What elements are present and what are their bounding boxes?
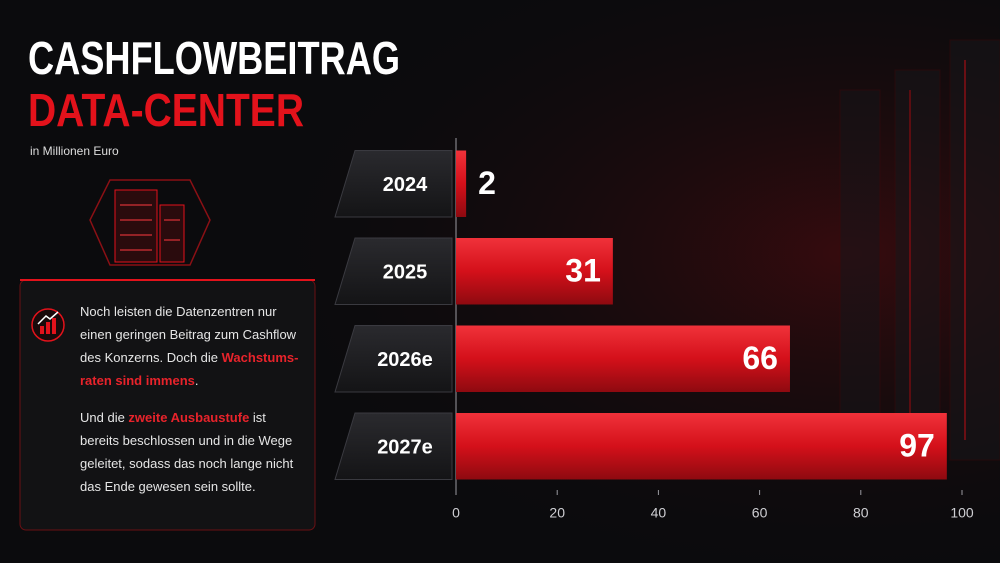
bar — [456, 325, 790, 392]
y-tick-label: 2025 — [383, 262, 428, 284]
note-text-part: ist bereits beschlossen und in die Wege … — [80, 410, 294, 494]
value-label: 31 — [565, 253, 601, 289]
chart-subtitle: in Millionen Euro — [30, 144, 119, 158]
note-highlight: zweite Ausbaustufe — [128, 410, 250, 425]
value-label: 2 — [478, 165, 496, 201]
x-tick-label: 80 — [853, 505, 869, 521]
note-text-part: Und die — [80, 410, 129, 425]
category-box — [334, 237, 453, 305]
note-paragraph: Und die zweite Ausbaustufe ist bereits b… — [80, 406, 308, 498]
growth-icon — [31, 308, 65, 342]
y-tick-label: 2026e — [377, 349, 433, 371]
bar — [456, 413, 947, 480]
x-tick-label: 100 — [950, 505, 974, 521]
note-text-part: . — [194, 373, 199, 388]
bar — [456, 150, 467, 217]
value-label: 66 — [742, 340, 778, 376]
note-text: Noch leisten die Datenzentren nur einen … — [80, 300, 308, 512]
chart-title-line2: DATA-CENTER — [28, 84, 304, 136]
x-tick-label: 40 — [651, 505, 667, 521]
category-box — [334, 325, 453, 393]
note-paragraph: Noch leisten die Datenzentren nur einen … — [80, 300, 308, 392]
y-tick-label: 2024 — [383, 174, 428, 196]
x-tick-label: 0 — [452, 505, 460, 521]
x-tick-label: 60 — [752, 505, 768, 521]
note-highlight: Wachstums-raten sind immens — [80, 350, 299, 388]
value-label: 97 — [899, 428, 935, 464]
server-racks-decor — [839, 39, 1000, 461]
server-icon — [89, 179, 211, 266]
x-tick-label: 20 — [549, 505, 565, 521]
category-box — [334, 150, 453, 218]
note-text-part: Noch leisten die Datenzentren nur einen … — [80, 304, 297, 365]
bar — [456, 238, 613, 305]
chart-title: CASHFLOWBEITRAG — [28, 32, 400, 84]
y-tick-label: 2027e — [377, 437, 433, 459]
category-box — [334, 412, 453, 480]
